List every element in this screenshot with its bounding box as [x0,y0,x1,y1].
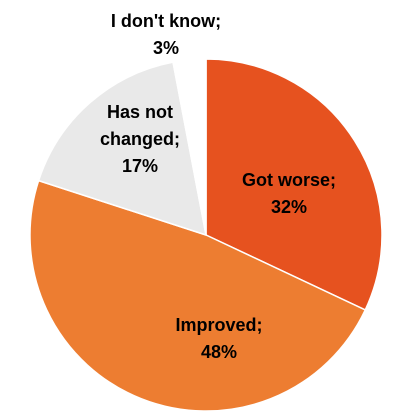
data-label-i-don-t-know: I don't know; 3% [111,11,221,58]
pie-slices [29,58,383,412]
data-label-line: 32% [271,197,307,217]
pie-slice-i-don-t-know [172,58,207,236]
data-label-line: 3% [153,38,179,58]
pie-slice-improved [29,179,367,412]
data-label-got-worse: Got worse; 32% [242,170,336,217]
data-label-line: Has not [107,102,173,122]
data-label-line: 48% [201,342,237,362]
data-label-line: Got worse; [242,170,336,190]
data-label-line: 17% [122,156,158,176]
data-label-line: I don't know; [111,11,221,31]
data-labels: Got worse; 32% Improved; 48% Has not changed;… [100,11,336,362]
data-label-improved: Improved; 48% [175,315,262,362]
data-label-line: changed; [100,129,180,149]
pie-slice-got-worse [205,58,383,311]
data-label-has-not-changed: Has not changed; 17% [100,102,180,176]
data-label-line: Improved; [175,315,262,335]
pie-slice-has-not-changed [37,61,207,237]
